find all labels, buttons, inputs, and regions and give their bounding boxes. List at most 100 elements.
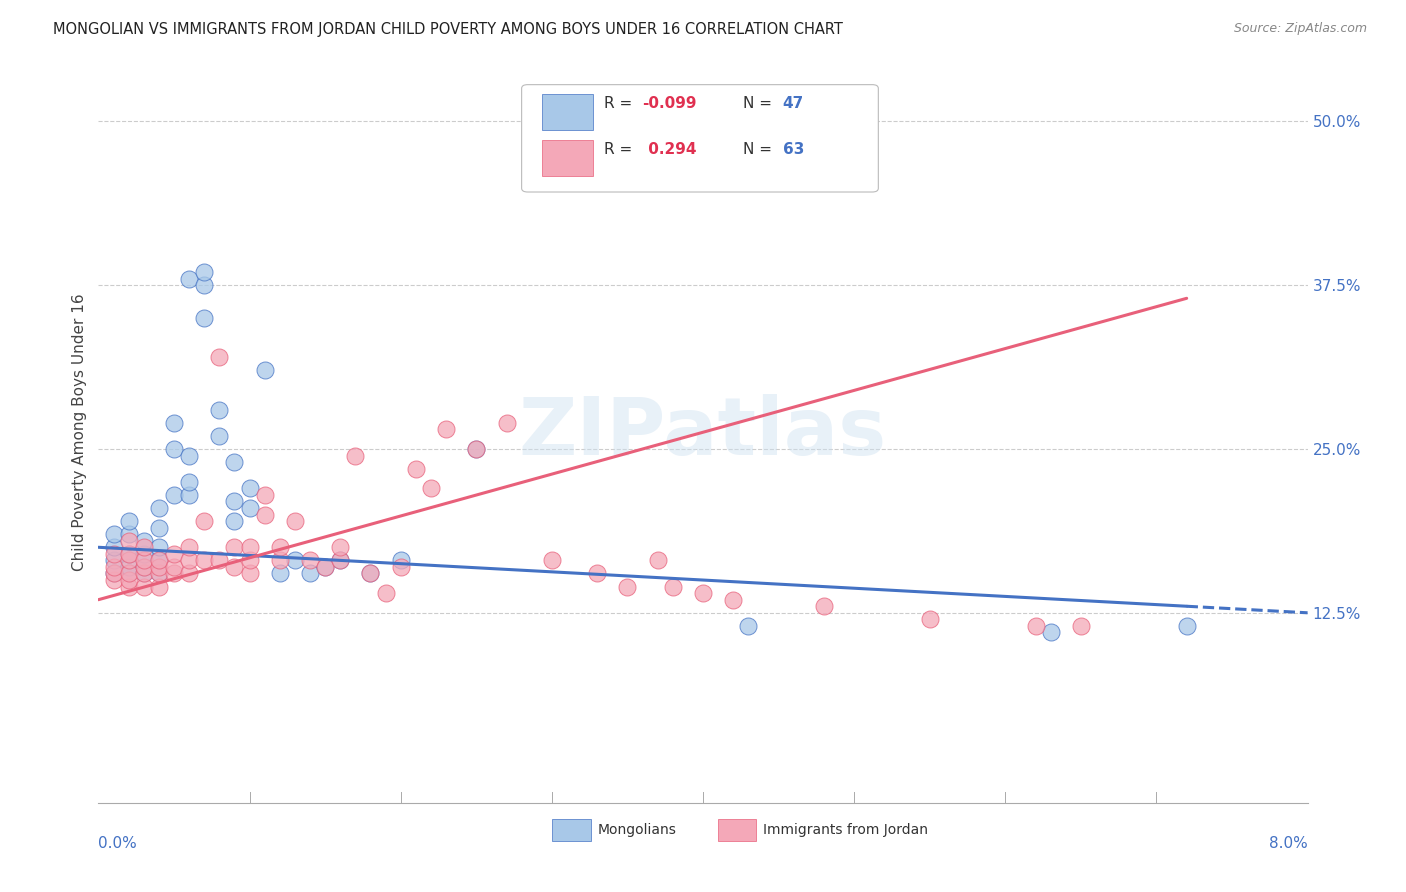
Point <box>269 566 291 581</box>
Point <box>163 566 186 581</box>
Point <box>103 573 125 587</box>
Point <box>148 553 170 567</box>
Bar <box>543 95 593 130</box>
Point <box>132 566 155 581</box>
Point <box>224 494 246 508</box>
Point <box>163 560 186 574</box>
Point <box>163 488 186 502</box>
Point <box>118 527 141 541</box>
Point <box>723 592 745 607</box>
Point <box>103 527 125 541</box>
Point <box>269 541 291 555</box>
Point <box>118 573 141 587</box>
Text: 0.294: 0.294 <box>643 142 696 157</box>
Point <box>586 566 609 581</box>
Text: 0.0%: 0.0% <box>98 836 138 851</box>
Point <box>163 416 186 430</box>
Point <box>1025 619 1047 633</box>
Point <box>179 271 201 285</box>
Point <box>118 580 141 594</box>
Point <box>360 566 382 581</box>
Point <box>616 580 638 594</box>
Point <box>118 566 141 581</box>
Bar <box>551 819 591 841</box>
Point <box>103 541 125 555</box>
Point <box>239 541 262 555</box>
Point <box>118 514 141 528</box>
Point <box>329 553 352 567</box>
Point <box>179 488 201 502</box>
Text: 8.0%: 8.0% <box>1268 836 1308 851</box>
Bar <box>717 819 756 841</box>
Point <box>118 553 141 567</box>
Point <box>118 547 141 561</box>
Point <box>148 566 170 581</box>
Point <box>374 586 396 600</box>
Point <box>148 541 170 555</box>
Point <box>329 553 352 567</box>
Point <box>132 541 155 555</box>
Text: R =: R = <box>603 142 637 157</box>
Point <box>163 442 186 456</box>
Point <box>118 560 141 574</box>
Point <box>405 461 427 475</box>
Point <box>179 553 201 567</box>
Point <box>193 278 215 293</box>
Point <box>208 351 231 365</box>
Point <box>224 455 246 469</box>
Point <box>299 566 322 581</box>
Y-axis label: Child Poverty Among Boys Under 16: Child Poverty Among Boys Under 16 <box>72 293 87 572</box>
Point <box>132 553 155 567</box>
Point <box>179 541 201 555</box>
Point <box>389 560 412 574</box>
Point <box>314 560 336 574</box>
Point <box>299 553 322 567</box>
Point <box>208 402 231 417</box>
Text: MONGOLIAN VS IMMIGRANTS FROM JORDAN CHILD POVERTY AMONG BOYS UNDER 16 CORRELATIO: MONGOLIAN VS IMMIGRANTS FROM JORDAN CHIL… <box>53 22 844 37</box>
Point <box>1175 619 1198 633</box>
Point <box>314 560 336 574</box>
Point <box>661 580 683 594</box>
FancyBboxPatch shape <box>522 85 879 192</box>
Point <box>495 416 517 430</box>
Point <box>103 553 125 567</box>
Point <box>239 566 262 581</box>
Text: ZIPatlas: ZIPatlas <box>519 393 887 472</box>
Text: 63: 63 <box>783 142 804 157</box>
Point <box>118 547 141 561</box>
Point <box>118 566 141 581</box>
Point <box>103 560 125 574</box>
Point <box>148 566 170 581</box>
Point <box>329 541 352 555</box>
Point <box>224 541 246 555</box>
Point <box>224 560 246 574</box>
Point <box>737 619 759 633</box>
Point <box>1070 619 1092 633</box>
Point <box>465 442 488 456</box>
Point <box>224 514 246 528</box>
Text: Immigrants from Jordan: Immigrants from Jordan <box>763 822 928 837</box>
Point <box>179 566 201 581</box>
Point <box>148 553 170 567</box>
Point <box>179 449 201 463</box>
Point <box>193 553 215 567</box>
Point <box>193 265 215 279</box>
Point <box>193 310 215 325</box>
Text: R =: R = <box>603 95 637 111</box>
Point <box>360 566 382 581</box>
Bar <box>543 140 593 176</box>
Text: 47: 47 <box>783 95 804 111</box>
Point <box>1039 625 1062 640</box>
Point <box>389 553 412 567</box>
Point <box>148 521 170 535</box>
Point <box>284 514 307 528</box>
Text: Source: ZipAtlas.com: Source: ZipAtlas.com <box>1233 22 1367 36</box>
Point <box>465 442 488 456</box>
Point <box>420 481 443 495</box>
Point <box>118 533 141 548</box>
Point <box>132 533 155 548</box>
Point <box>132 560 155 574</box>
Point <box>269 553 291 567</box>
Point <box>132 566 155 581</box>
Text: N =: N = <box>742 95 776 111</box>
